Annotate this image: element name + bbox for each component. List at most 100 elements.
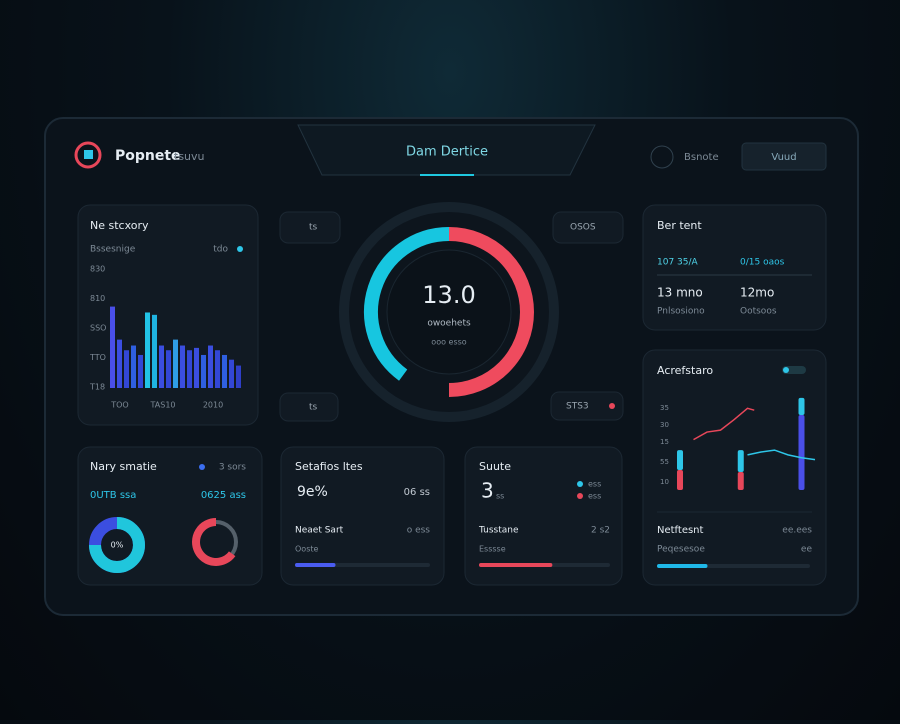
legend-dot — [237, 246, 243, 252]
bar — [124, 350, 129, 388]
trend-line — [747, 449, 816, 461]
stat: 13 mno — [657, 286, 703, 300]
y-label: 15 — [660, 438, 669, 446]
card-panel — [280, 446, 445, 586]
bar — [152, 314, 157, 388]
label: ess — [588, 492, 601, 501]
stat: Ootsoos — [740, 307, 777, 317]
bar-segment — [677, 470, 683, 490]
legend-dot — [577, 493, 583, 499]
bar-segment — [737, 450, 744, 472]
label: Peqesesoe — [657, 545, 705, 555]
chip-label: STS3 — [566, 402, 589, 412]
label: Ooste — [295, 545, 318, 554]
brand: Popnete — [115, 148, 181, 164]
summary-panel — [77, 446, 263, 586]
big-value: 9e% — [297, 484, 328, 500]
brand-sub: tsuvu — [174, 150, 205, 163]
bar-segment — [798, 414, 805, 490]
label: tdo — [213, 245, 228, 255]
progress-fill — [657, 564, 708, 568]
logo-core — [84, 150, 93, 159]
label: 0625 ass — [201, 490, 246, 501]
y-label: T18 — [89, 383, 105, 392]
bar — [117, 339, 122, 388]
stats-panel — [642, 204, 827, 331]
label: ess — [588, 480, 601, 489]
header-button[interactable] — [741, 142, 827, 171]
chip-label: ts — [309, 223, 318, 233]
tab-title: Dam Dertice — [406, 145, 488, 160]
bar — [194, 347, 199, 388]
bar — [180, 345, 185, 388]
gauge-arc — [448, 227, 534, 397]
label: o ess — [407, 526, 431, 536]
bar — [110, 306, 115, 388]
panel-title: Suute — [479, 460, 511, 473]
label: owoehets — [427, 319, 471, 329]
stat: 0/15 oaos — [740, 258, 785, 268]
y-label: 35 — [660, 404, 669, 412]
label: Netftesnt — [657, 525, 704, 536]
trend-panel — [642, 349, 827, 586]
gauge-value: 13.0 — [422, 281, 475, 309]
label: ee — [801, 545, 813, 555]
chip-label: ts — [309, 403, 318, 413]
donut-arc — [89, 517, 145, 573]
stat: Pnlsosiono — [657, 307, 705, 317]
label: ee.ees — [782, 526, 812, 536]
label: 0% — [111, 541, 124, 550]
gauge-core — [386, 249, 512, 375]
chip-dot — [609, 403, 615, 409]
chip[interactable] — [552, 211, 624, 244]
panel-title: Ber tent — [657, 219, 702, 232]
trend-line — [693, 407, 755, 441]
chip[interactable] — [279, 392, 339, 422]
bar — [215, 350, 220, 388]
label: 2 s2 — [591, 526, 610, 536]
tab — [297, 124, 596, 176]
bar-segment — [798, 397, 805, 415]
bar — [208, 345, 213, 388]
bar — [229, 359, 234, 388]
panel-title: Acrefstaro — [657, 364, 713, 377]
panel-title: Setafios ltes — [295, 460, 363, 473]
y-label: SSO — [90, 324, 106, 333]
bar — [222, 354, 227, 388]
chip[interactable] — [550, 391, 624, 421]
label: Bssesnige — [90, 245, 136, 255]
chip[interactable] — [279, 211, 341, 244]
x-label: TOO — [110, 401, 128, 410]
bar — [138, 354, 143, 388]
y-label: 55 — [660, 458, 669, 466]
panel-title: Ne stcxory — [90, 219, 149, 232]
gauge-arc — [364, 227, 450, 381]
card-panel — [464, 446, 623, 586]
bar-segment — [737, 471, 744, 490]
y-label: 830 — [90, 265, 105, 274]
bar — [173, 339, 178, 388]
progress-fill — [295, 563, 336, 567]
button-label: Vuud — [771, 152, 796, 163]
bar — [159, 345, 164, 388]
stat: 12mo — [740, 286, 774, 300]
y-label: 10 — [660, 478, 669, 486]
label: 3 sors — [219, 463, 246, 473]
legend-dot — [199, 464, 205, 470]
user-icon[interactable] — [650, 145, 674, 169]
bar — [187, 350, 192, 388]
label: 0UTB ssa — [90, 490, 136, 501]
logo — [74, 141, 102, 169]
bar — [166, 350, 171, 388]
legend-dot — [577, 481, 583, 487]
label: Tusstane — [478, 526, 519, 536]
y-label: 810 — [90, 294, 105, 303]
gauge-arc — [192, 518, 236, 566]
toggle-knob — [783, 367, 789, 373]
x-label: 2010 — [203, 401, 223, 410]
y-label: 30 — [660, 421, 669, 429]
activity-panel — [77, 204, 259, 426]
progress-fill — [479, 563, 553, 567]
